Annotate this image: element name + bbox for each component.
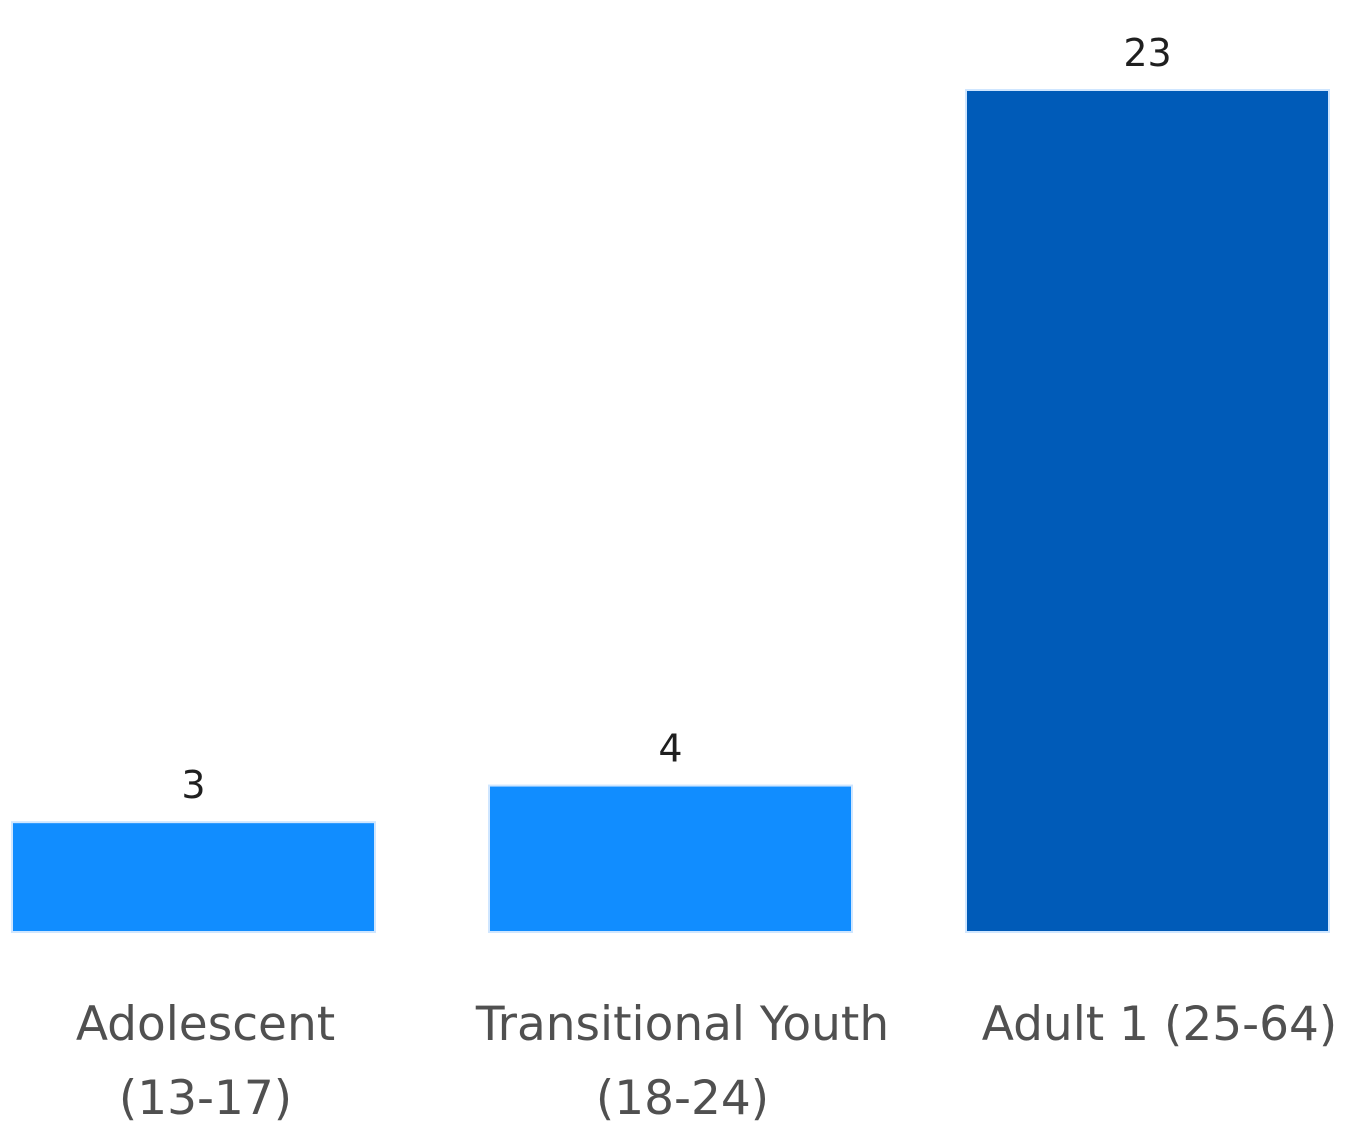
bar-0[interactable] <box>11 821 376 933</box>
category-labels-group: Adolescent (13-17) Transitional Youth (18-2… <box>76 997 1337 1125</box>
data-label-1: 4 <box>658 727 682 771</box>
category-label-1-line-1: (18-24) <box>596 1071 769 1125</box>
category-label-1-line-0: Transitional Youth <box>475 997 889 1052</box>
category-label-0-line-0: Adolescent <box>76 997 335 1052</box>
value-labels-group: 3 4 23 <box>181 31 1171 807</box>
data-label-0: 3 <box>181 763 205 807</box>
bar-1[interactable] <box>488 784 853 934</box>
category-label-0-line-1: (13-17) <box>119 1071 292 1125</box>
bars-group <box>11 89 1330 934</box>
data-label-2: 23 <box>1123 31 1171 75</box>
bar-2[interactable] <box>965 89 1330 933</box>
category-label-2-line-0: Adult 1 (25-64) <box>982 997 1337 1052</box>
